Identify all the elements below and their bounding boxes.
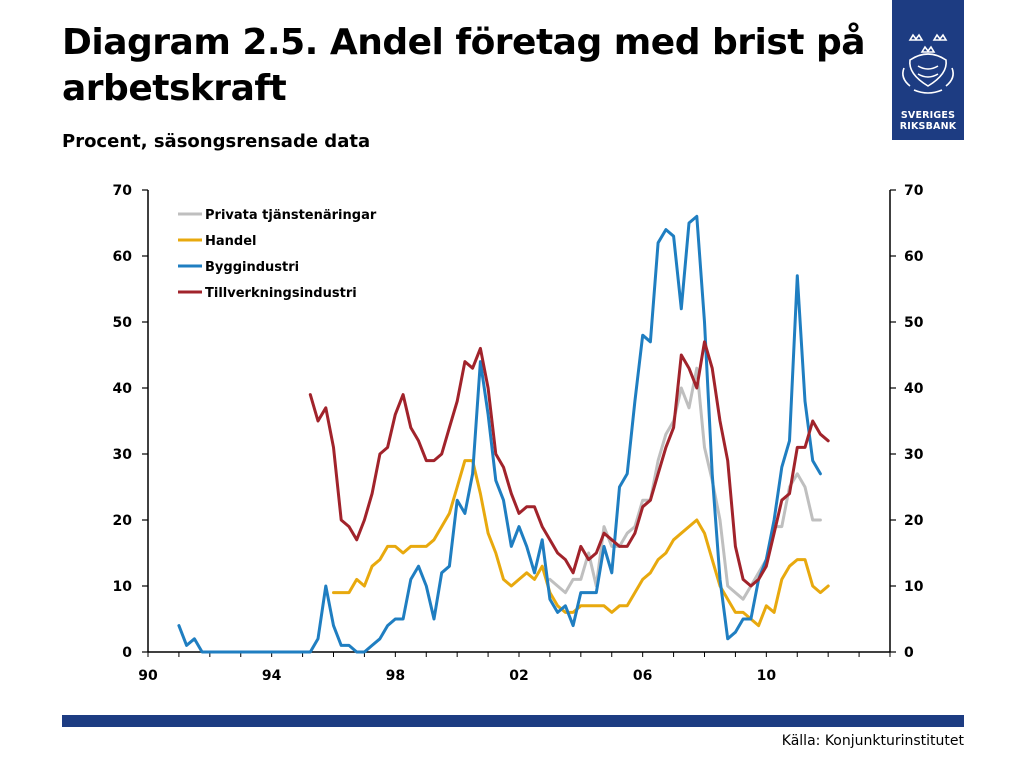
logo-text-line1: SVERIGES [900, 110, 956, 121]
y-tick-label-right: 10 [904, 579, 924, 595]
y-tick-label-right: 70 [904, 183, 924, 199]
y-tick-label-left: 60 [113, 249, 133, 265]
logo-text-line2: RIKSBANK [899, 121, 957, 132]
x-tick-label: 02 [509, 668, 528, 684]
y-tick-label-right: 30 [904, 447, 924, 463]
x-tick-label: 10 [757, 668, 777, 684]
x-tick-label: 90 [138, 668, 158, 684]
x-tick-label: 06 [633, 668, 652, 684]
legend-label-privata-tjänstenäringar: Privata tjänstenäringar [205, 208, 377, 223]
series-line-byggindustri [177, 214, 822, 654]
series-line-tillverkningsindustri [308, 340, 830, 588]
legend-label-handel: Handel [205, 234, 257, 249]
page-subtitle: Procent, säsongsrensade data [62, 131, 371, 152]
y-tick-label-left: 50 [113, 315, 133, 331]
legend-label-byggindustri: Byggindustri [205, 260, 299, 275]
x-tick-label: 98 [386, 668, 405, 684]
series-line-handel [332, 459, 830, 628]
y-tick-label-right: 60 [904, 249, 924, 265]
axes: 0 0 10 10 20 20 30 30 40 40 50 50 60 60 70 70 90 94 98 02 06… [113, 183, 924, 684]
riksbank-crest-icon [902, 33, 954, 94]
y-tick-label-left: 0 [122, 645, 132, 661]
chart-legend: Privata tjänstenäringar Handel Byggindustr… [178, 208, 377, 301]
y-tick-label-left: 70 [113, 183, 133, 199]
y-tick-label-left: 20 [113, 513, 133, 529]
footer-bar [62, 715, 964, 727]
y-tick-label-right: 40 [904, 381, 924, 397]
legend-label-tillverkningsindustri: Tillverkningsindustri [205, 286, 357, 301]
y-tick-label-left: 30 [113, 447, 133, 463]
x-tick-label: 94 [262, 668, 282, 684]
chart-series [177, 214, 830, 654]
y-tick-label-right: 20 [904, 513, 924, 529]
riksbank-logo: SVERIGES RIKSBANK [892, 0, 964, 140]
page-title: Diagram 2.5. Andel företag med brist på … [62, 22, 866, 109]
y-tick-label-right: 50 [904, 315, 924, 331]
y-tick-label-right: 0 [904, 645, 914, 661]
y-tick-label-left: 10 [113, 579, 133, 595]
source-note: Källa: Konjunkturinstitutet [781, 733, 964, 749]
y-tick-label-left: 40 [113, 381, 133, 397]
